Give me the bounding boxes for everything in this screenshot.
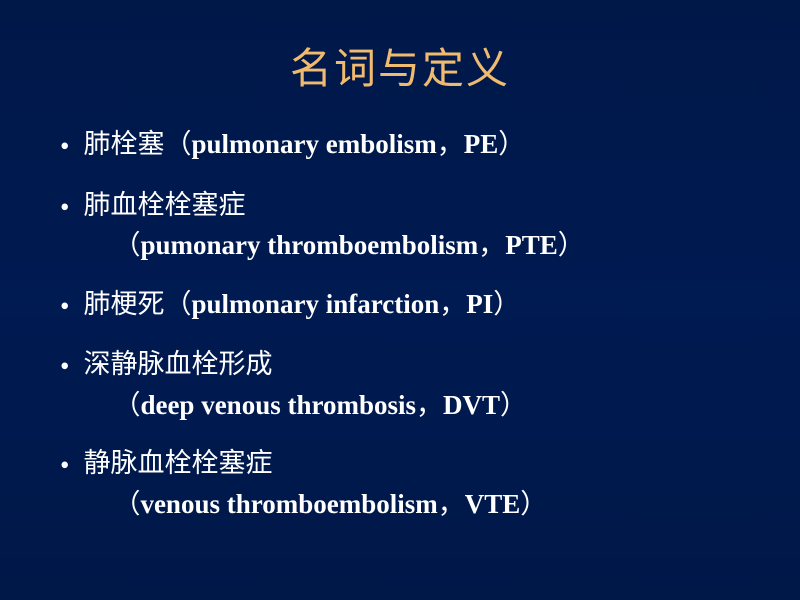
slide-title: 名词与定义 bbox=[60, 35, 740, 96]
comma: ， bbox=[439, 289, 466, 319]
term-en: pulmonary embolism bbox=[191, 129, 436, 159]
bullet-text: 肺梗死（pulmonary infarction，PI） bbox=[83, 284, 740, 325]
paren-open: （ bbox=[164, 129, 191, 159]
slide-content: • 肺栓塞（pulmonary embolism，PE） • 肺血栓栓塞症 （p… bbox=[60, 124, 740, 524]
bullet-text: 肺血栓栓塞症 （pumonary thromboembolism，PTE） bbox=[83, 185, 740, 266]
bullet-marker-icon: • bbox=[60, 346, 69, 387]
bullet-item: • 肺梗死（pulmonary infarction，PI） bbox=[60, 284, 740, 327]
term-abbr: PTE bbox=[505, 230, 558, 260]
bullet-marker-icon: • bbox=[60, 187, 69, 228]
term-abbr: VTE bbox=[465, 489, 521, 519]
paren-open: （ bbox=[113, 390, 140, 420]
bullet-item: • 肺栓塞（pulmonary embolism，PE） bbox=[60, 124, 740, 167]
paren-close: ） bbox=[493, 289, 520, 319]
paren-close: ） bbox=[520, 489, 547, 519]
comma: ， bbox=[416, 390, 443, 420]
bullet-item: • 深静脉血栓形成 （deep venous thrombosis，DVT） bbox=[60, 344, 740, 425]
term-cn: 肺栓塞 bbox=[83, 129, 164, 159]
bullet-item: • 静脉血栓栓塞症 （venous thromboembolism，VTE） bbox=[60, 443, 740, 524]
term-cn: 肺梗死 bbox=[83, 289, 164, 319]
term-abbr: DVT bbox=[443, 390, 500, 420]
bullet-text: 静脉血栓栓塞症 （venous thromboembolism，VTE） bbox=[83, 443, 740, 524]
term-abbr: PI bbox=[466, 289, 493, 319]
bullet-text: 深静脉血栓形成 （deep venous thrombosis，DVT） bbox=[83, 344, 740, 425]
comma: ， bbox=[438, 489, 465, 519]
term-cn: 深静脉血栓形成 bbox=[83, 349, 272, 379]
paren-close: ） bbox=[498, 129, 525, 159]
term-en: pumonary thromboembolism bbox=[140, 230, 478, 260]
bullet-marker-icon: • bbox=[60, 445, 69, 486]
paren-open: （ bbox=[113, 489, 140, 519]
term-cn: 静脉血栓栓塞症 bbox=[83, 448, 272, 478]
bullet-item: • 肺血栓栓塞症 （pumonary thromboembolism，PTE） bbox=[60, 185, 740, 266]
bullet-marker-icon: • bbox=[60, 126, 69, 167]
comma: ， bbox=[478, 230, 505, 260]
term-cn: 肺血栓栓塞症 bbox=[83, 190, 245, 220]
bullet-text: 肺栓塞（pulmonary embolism，PE） bbox=[83, 124, 740, 165]
bullet-marker-icon: • bbox=[60, 286, 69, 327]
term-line2: （deep venous thrombosis，DVT） bbox=[113, 385, 740, 426]
slide-container: 名词与定义 • 肺栓塞（pulmonary embolism，PE） • 肺血栓… bbox=[0, 0, 800, 600]
term-abbr: PE bbox=[464, 129, 499, 159]
term-en: pulmonary infarction bbox=[191, 289, 439, 319]
term-line2: （pumonary thromboembolism，PTE） bbox=[113, 225, 740, 266]
paren-close: ） bbox=[558, 230, 585, 260]
paren-close: ） bbox=[500, 390, 527, 420]
term-en: deep venous thrombosis bbox=[140, 390, 416, 420]
paren-open: （ bbox=[113, 230, 140, 260]
comma: ， bbox=[437, 129, 464, 159]
term-en: venous thromboembolism bbox=[140, 489, 437, 519]
term-line2: （venous thromboembolism，VTE） bbox=[113, 484, 740, 525]
paren-open: （ bbox=[164, 289, 191, 319]
